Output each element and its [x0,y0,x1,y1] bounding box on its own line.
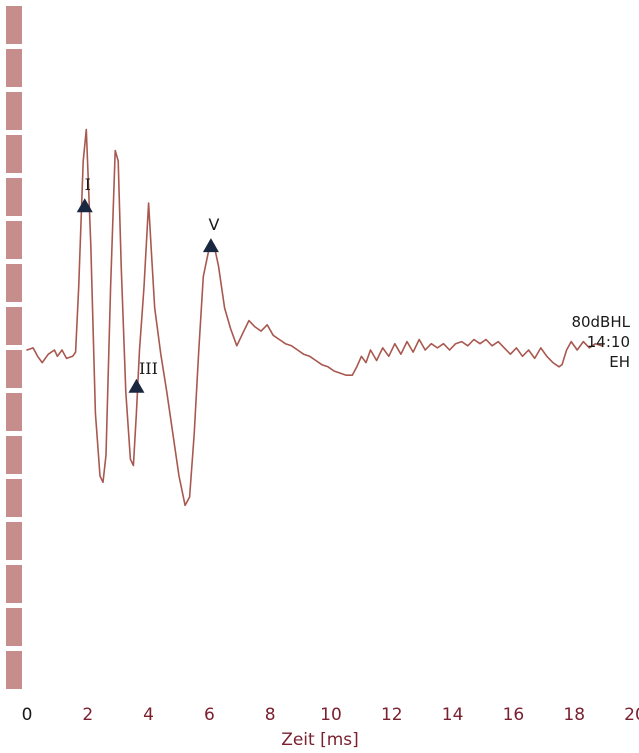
scale-bar-segment [6,350,22,388]
x-tick-label: 16 [503,705,525,725]
x-tick-label: 0 [22,705,33,725]
scale-bar-segment [6,92,22,130]
scale-bar-segment [6,178,22,216]
scale-bar-segment [6,479,22,517]
scale-bar-segment [6,565,22,603]
peak-marker-iii [128,378,145,393]
x-tick-label: 12 [381,705,403,725]
x-tick-label: 10 [320,705,342,725]
scale-bar-segment [6,651,22,689]
waveform-trace [26,128,603,507]
x-tick-label: 20 [624,705,639,725]
scale-bar-segment [6,6,22,44]
scale-bar-segment [6,264,22,302]
x-tick-label: 8 [265,705,276,725]
scale-bar-segment [6,608,22,646]
peak-label-iii: III [139,359,158,378]
x-tick-label: 2 [82,705,93,725]
stimulus-level-label: 80dBHL [571,313,630,331]
scale-bar-segment [6,436,22,474]
scale-bar-segment [6,307,22,345]
scale-bar-segment [6,393,22,431]
x-axis-ticks: 0 2 4 6 8 10 12 14 16 18 20 [22,705,639,725]
operator-label: EH [609,353,630,371]
x-tick-label: 4 [143,705,154,725]
peak-label-v: V [208,215,219,234]
scale-bar-segment [6,49,22,87]
x-tick-label: 6 [204,705,215,725]
peak-marker-v [202,238,219,253]
x-axis-title: Zeit [ms] [281,730,359,750]
time-label: 14:10 [587,333,630,351]
x-tick-label: 14 [442,705,464,725]
scale-bar-segment [6,135,22,173]
peak-label-i: I [85,175,91,194]
peak-marker-i [76,198,93,213]
calibration-scale-bar [6,6,22,689]
scale-bar-segment [6,522,22,560]
scale-bar-segment [6,221,22,259]
x-tick-label: 18 [563,705,585,725]
